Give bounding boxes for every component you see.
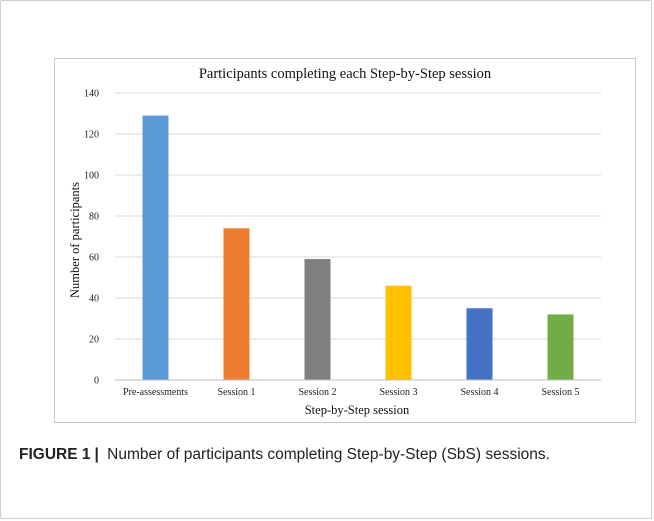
bar-chart: Participants completing each Step-by-Ste… xyxy=(68,66,601,417)
caption-label: FIGURE 1 xyxy=(19,446,91,463)
y-tick-label: 140 xyxy=(84,89,99,100)
x-tick-label: Session 4 xyxy=(460,387,498,398)
y-tick-label: 60 xyxy=(89,253,99,264)
bar-session-1 xyxy=(223,228,250,380)
x-tick-label: Session 1 xyxy=(217,387,255,398)
y-axis-label: Number of participants xyxy=(68,182,82,298)
x-tick-label: Session 3 xyxy=(379,387,417,398)
bar-session-5 xyxy=(547,314,574,380)
x-tick-label: Pre-assessments xyxy=(123,387,188,398)
x-tick-label: Session 2 xyxy=(298,387,336,398)
bar-session-3 xyxy=(385,285,412,380)
chart-frame: Participants completing each Step-by-Ste… xyxy=(54,58,636,423)
bar-pre-assessments xyxy=(142,115,169,381)
y-axis-ticks: 0 20 40 60 80 100 120 140 xyxy=(84,89,99,387)
y-tick-label: 120 xyxy=(84,130,99,141)
y-tick-label: 20 xyxy=(89,335,99,346)
bars xyxy=(142,115,574,381)
gridlines xyxy=(115,92,601,340)
bar-session-2 xyxy=(304,259,331,380)
caption-text: Number of participants completing Step-b… xyxy=(107,446,550,463)
chart-title: Participants completing each Step-by-Ste… xyxy=(199,66,492,82)
x-axis-ticks: Pre-assessments Session 1 Session 2 Session… xyxy=(123,387,580,398)
x-axis-label: Step-by-Step session xyxy=(305,403,410,417)
x-tick-label: Session 5 xyxy=(541,387,579,398)
y-tick-label: 40 xyxy=(89,294,99,305)
caption-separator: | xyxy=(94,446,99,463)
figure-caption: FIGURE 1 | Number of participants complet… xyxy=(19,444,639,466)
y-tick-label: 100 xyxy=(84,171,99,182)
y-tick-label: 0 xyxy=(94,376,99,387)
bar-session-4 xyxy=(466,308,493,380)
y-tick-label: 80 xyxy=(89,212,99,223)
